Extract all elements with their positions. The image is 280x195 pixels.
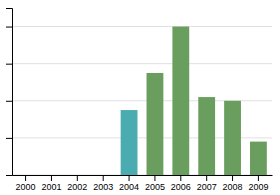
- x-tick-label: 2002: [67, 182, 87, 192]
- bar: [95, 175, 112, 176]
- x-tick-label: 2001: [41, 182, 61, 192]
- chart-container: 2000 2001 2002 2003 2004 2005 2006 2007 2008 2009: [0, 0, 280, 195]
- bar: [250, 142, 267, 175]
- x-tick-mark: [154, 175, 155, 181]
- bar: [198, 97, 215, 175]
- x-tick: 2008: [223, 175, 243, 192]
- x-tick-mark: [77, 175, 78, 181]
- x-tick-label: 2003: [93, 182, 113, 192]
- x-tick-label: 2007: [197, 182, 217, 192]
- bar: [43, 175, 60, 176]
- y-tick-mark: [6, 27, 12, 28]
- plot: 2000 2001 2002 2003 2004 2005 2006 2007 2008 2009: [6, 9, 273, 193]
- bars: [121, 27, 267, 175]
- x-tick: 2003: [93, 175, 113, 192]
- bar: [224, 101, 241, 175]
- y-tick-mark: [6, 138, 12, 139]
- grid-line: [12, 63, 272, 64]
- y-tick: [6, 101, 12, 102]
- y-tick: [6, 64, 12, 65]
- y-tick-mark: [6, 64, 12, 65]
- y-tick-mark: [6, 175, 12, 176]
- y-tick: [6, 175, 12, 176]
- x-tick-mark: [51, 175, 52, 181]
- grid: [12, 27, 272, 175]
- x-axis: 2000 2001 2002 2003 2004 2005 2006 2007 2008 2009: [13, 175, 273, 192]
- bar: [121, 110, 138, 175]
- x-tick-label: 2004: [119, 182, 139, 192]
- x-tick-mark: [103, 175, 104, 181]
- bar: [147, 73, 164, 175]
- x-tick-mark: [206, 175, 207, 181]
- y-tick: [6, 138, 12, 139]
- x-tick: 2005: [145, 175, 165, 192]
- x-tick: 2004: [119, 175, 139, 192]
- x-tick-mark: [25, 175, 26, 181]
- x-tick-label: 2009: [248, 182, 268, 192]
- bar: [69, 175, 86, 176]
- x-tick-mark: [232, 175, 233, 181]
- bar: [17, 175, 34, 176]
- x-tick-mark: [129, 175, 130, 181]
- x-tick: 2006: [171, 175, 191, 192]
- grid-line: [12, 26, 272, 27]
- x-tick: 2000: [16, 175, 36, 192]
- x-tick-label: 2000: [16, 182, 36, 192]
- y-axis: [6, 9, 13, 176]
- x-tick-label: 2008: [223, 182, 243, 192]
- x-tick-label: 2005: [145, 182, 165, 192]
- chart-svg: 2000 2001 2002 2003 2004 2005 2006 2007 2008 2009: [0, 0, 280, 195]
- x-tick-label: 2006: [171, 182, 191, 192]
- x-tick: 2007: [197, 175, 217, 192]
- x-tick: 2002: [67, 175, 87, 192]
- bar: [172, 27, 189, 175]
- y-tick-mark: [6, 101, 12, 102]
- x-tick-mark: [258, 175, 259, 181]
- y-tick: [6, 27, 12, 28]
- x-tick: 2001: [41, 175, 61, 192]
- x-tick-mark: [180, 175, 181, 181]
- y-axis-line: [6, 9, 13, 176]
- x-tick: 2009: [248, 175, 268, 192]
